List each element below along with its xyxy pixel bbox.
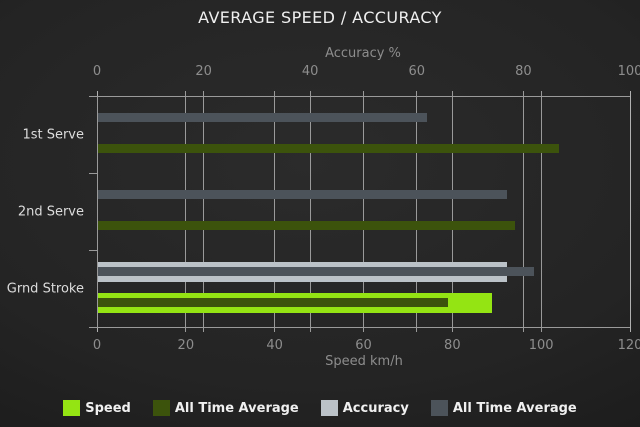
category-label-1st-serve: 1st Serve (22, 127, 84, 142)
tick-label-top-0: 0 (92, 64, 102, 79)
bar-all-time-average-2nd-serve (98, 221, 515, 230)
gridline-top-60 (416, 91, 418, 332)
bar-all-time-average-grnd-stroke (98, 298, 448, 307)
category-label-grnd-stroke: Grnd Stroke (6, 281, 84, 296)
tick-label-bottom-60: 60 (355, 338, 372, 353)
tick-label-bottom-20: 20 (177, 338, 195, 353)
tick-label-top-100: 100 (617, 64, 640, 79)
gridline-bottom-100 (540, 91, 542, 332)
accuracy-axis-label: Accuracy % (325, 46, 401, 61)
gridline-bottom-60 (363, 91, 364, 332)
legend-swatch-icon (430, 400, 448, 416)
legend-label: All Time Average (174, 400, 299, 416)
gridline-top-40 (309, 91, 311, 332)
tick-label-bottom-40: 40 (266, 338, 283, 353)
tick-label-bottom-0: 0 (92, 338, 102, 353)
gridline-bottom-80 (451, 91, 453, 332)
category-label-2nd-serve: 2nd Serve (17, 204, 84, 219)
legend-swatch-icon (63, 400, 81, 416)
legend-entry-all-time-average: All Time Average (430, 400, 577, 416)
bottom-axis-line (97, 326, 630, 328)
legend-entry-accuracy: Accuracy (320, 400, 409, 416)
tick-label-bottom-100: 100 (528, 338, 554, 353)
y-axis-line (96, 96, 98, 327)
tick-label-top-60: 60 (408, 64, 426, 79)
gridline-top-80 (522, 91, 524, 332)
tick-label-bottom-80: 80 (444, 338, 461, 353)
category-boundary-tick (89, 95, 97, 97)
top-axis-line (97, 95, 630, 97)
category-boundary-tick (89, 249, 97, 251)
legend-swatch-icon (152, 400, 170, 416)
bar-all-time-average-grnd-stroke (98, 267, 535, 276)
category-boundary-tick (89, 172, 97, 174)
gridline-bottom-20 (185, 91, 187, 332)
bar-all-time-average-2nd-serve (98, 190, 508, 199)
bar-all-time-average-1st-serve (98, 113, 428, 122)
tick-label-top-40: 40 (301, 64, 319, 79)
legend-label: All Time Average (452, 400, 577, 416)
chart-title: AVERAGE SPEED / ACCURACY (198, 8, 442, 27)
tick-label-top-20: 20 (195, 64, 212, 79)
bar-all-time-average-1st-serve (98, 144, 559, 153)
category-boundary-tick (89, 326, 97, 328)
legend-entry-speed: Speed (63, 400, 131, 416)
legend-label: Accuracy (342, 400, 409, 416)
gridline-bottom-120 (629, 91, 631, 332)
tick-label-bottom-120: 120 (617, 338, 640, 353)
legend-label: Speed (85, 400, 131, 416)
gridline-top-20 (203, 91, 205, 332)
gridline-bottom-40 (274, 91, 276, 332)
speed-axis-label: Speed km/h (325, 354, 403, 369)
tick-label-top-80: 80 (515, 64, 532, 79)
legend-swatch-icon (320, 400, 338, 416)
legend: Speed All Time Average Accuracy All Time Av… (0, 396, 640, 420)
legend-entry-all-time-average: All Time Average (152, 400, 299, 416)
